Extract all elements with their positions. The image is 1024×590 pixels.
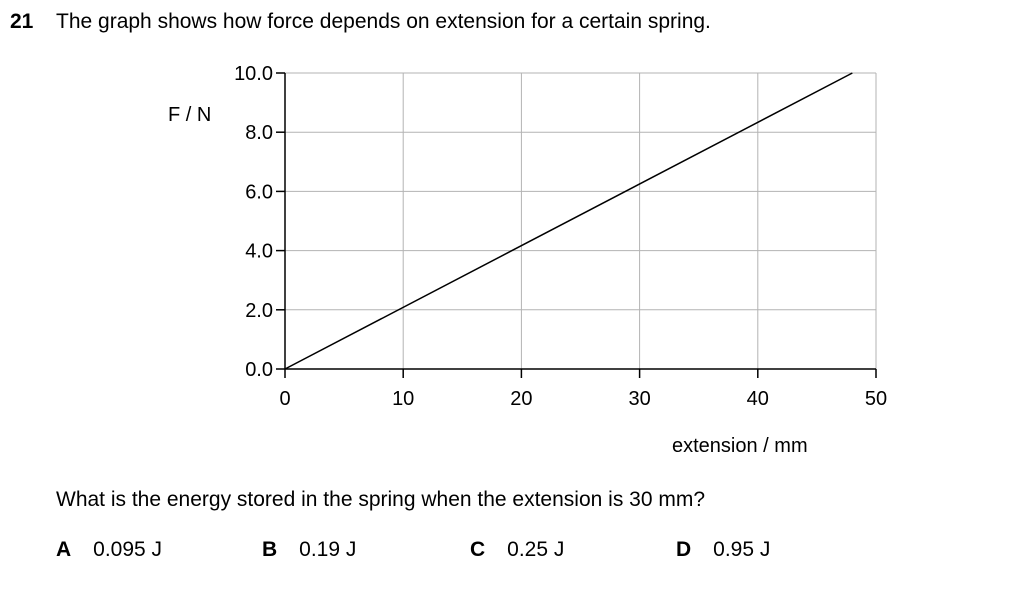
x-tick-label: 40: [747, 388, 769, 410]
option-c[interactable]: C 0.25 J: [470, 538, 564, 562]
x-tick-label: 50: [865, 388, 887, 410]
option-letter: A: [56, 538, 72, 561]
y-tick-label: 10.0: [234, 63, 273, 85]
question-stem: The graph shows how force depends on ext…: [56, 10, 711, 33]
question-text: What is the energy stored in the spring …: [56, 488, 706, 511]
force-extension-chart: 0.0 2.0 4.0 6.0 8.0 10.0 0 10 20 30 40 50 F / N ext…: [168, 63, 887, 457]
y-tick-label: 6.0: [245, 181, 273, 203]
option-b[interactable]: B 0.19 J: [262, 538, 356, 562]
option-letter: D: [676, 538, 692, 561]
option-a[interactable]: A 0.095 J: [56, 538, 162, 562]
y-tick-label: 4.0: [245, 241, 273, 263]
option-value: 0.095 J: [93, 538, 163, 561]
option-letter: C: [470, 538, 486, 561]
ticks: 0.0 2.0 4.0 6.0 8.0 10.0 0 10 20 30 40 50: [234, 63, 887, 410]
force-extension-line: [284, 72, 853, 370]
y-tick-label: 8.0: [245, 122, 273, 144]
x-tick-label: 10: [392, 388, 414, 410]
series: [284, 72, 853, 370]
x-tick-label: 0: [279, 388, 290, 410]
question-number: 21: [10, 10, 34, 33]
option-value: 0.95 J: [713, 538, 771, 561]
grid: [284, 72, 877, 370]
y-axis-label: F / N: [168, 104, 211, 126]
x-axis-label: extension / mm: [672, 435, 808, 457]
option-value: 0.25 J: [507, 538, 565, 561]
option-letter: B: [262, 538, 278, 561]
option-value: 0.19 J: [299, 538, 357, 561]
y-tick-label: 0.0: [245, 359, 273, 381]
option-d[interactable]: D 0.95 J: [676, 538, 770, 562]
axes: [284, 73, 876, 370]
x-tick-label: 20: [510, 388, 532, 410]
y-tick-label: 2.0: [245, 300, 273, 322]
x-tick-label: 30: [628, 388, 650, 410]
